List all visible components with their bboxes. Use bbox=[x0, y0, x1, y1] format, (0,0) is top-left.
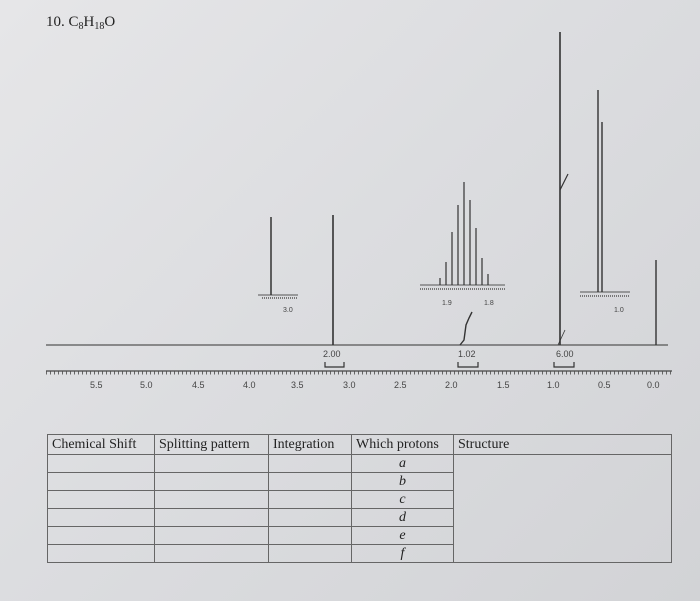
inset-label-3-0: 3.0 bbox=[283, 307, 293, 314]
table-row: d bbox=[47, 508, 672, 527]
cell-splitting-pattern[interactable] bbox=[154, 526, 269, 545]
cell-splitting-pattern[interactable] bbox=[154, 508, 269, 527]
cell-chemical-shift[interactable] bbox=[47, 454, 155, 473]
inset-3-3ppm: 3.0 bbox=[258, 217, 298, 314]
tick-3-0: 3.0 bbox=[343, 380, 356, 390]
tick-2-0: 2.0 bbox=[445, 380, 458, 390]
inset-label-1-0: 1.0 bbox=[614, 307, 624, 314]
analysis-table: Chemical Shift Splitting pattern Integra… bbox=[47, 434, 672, 563]
integration-value-1-02: 1.02 bbox=[458, 349, 476, 359]
cell-integration[interactable] bbox=[268, 508, 352, 527]
cell-chemical-shift[interactable] bbox=[47, 544, 155, 563]
cell-splitting-pattern[interactable] bbox=[154, 490, 269, 509]
tick-4-0: 4.0 bbox=[243, 380, 256, 390]
integration-value-2-00: 2.00 bbox=[323, 349, 341, 359]
cell-integration[interactable] bbox=[268, 490, 352, 509]
axis-ticks: 5.5 5.0 4.5 4.0 3.5 3.0 2.5 2.0 1.5 1.0 … bbox=[90, 380, 660, 390]
integration-value-6-00: 6.00 bbox=[556, 349, 574, 359]
cell-proton-label: f bbox=[351, 544, 454, 563]
tick-1-5: 1.5 bbox=[497, 380, 510, 390]
cell-proton-label: e bbox=[351, 526, 454, 545]
tick-2-5: 2.5 bbox=[394, 380, 407, 390]
cell-chemical-shift[interactable] bbox=[47, 526, 155, 545]
cell-integration[interactable] bbox=[268, 472, 352, 491]
nmr-spectrum: 3.0 1.9 1.8 1.0 2.00 1.02 6.00 bbox=[46, 32, 672, 390]
integration-step-6 bbox=[557, 329, 566, 346]
inset-label-1-9: 1.9 bbox=[442, 300, 452, 307]
tick-0-5: 0.5 bbox=[598, 380, 611, 390]
header-chemical-shift: Chemical Shift bbox=[47, 434, 155, 455]
header-structure: Structure bbox=[453, 434, 672, 455]
tick-4-5: 4.5 bbox=[192, 380, 205, 390]
inset-0-9ppm: 1.0 bbox=[580, 90, 630, 314]
cell-integration[interactable] bbox=[268, 544, 352, 563]
cell-proton-label: c bbox=[351, 490, 454, 509]
table-header-row: Chemical Shift Splitting pattern Integra… bbox=[47, 434, 672, 455]
header-which-protons: Which protons bbox=[351, 434, 454, 455]
cell-proton-label: b bbox=[351, 472, 454, 491]
cell-splitting-pattern[interactable] bbox=[154, 544, 269, 563]
cell-proton-label: a bbox=[351, 454, 454, 473]
cell-splitting-pattern[interactable] bbox=[154, 454, 269, 473]
cell-proton-label: d bbox=[351, 508, 454, 527]
integration-bracket-6-00 bbox=[553, 362, 575, 368]
tick-5-5: 5.5 bbox=[90, 380, 103, 390]
cell-structure[interactable] bbox=[453, 454, 672, 563]
cell-chemical-shift[interactable] bbox=[47, 490, 155, 509]
problem-title: 10. C8H18O bbox=[46, 14, 115, 32]
tick-3-5: 3.5 bbox=[291, 380, 304, 390]
table-row: f bbox=[47, 544, 672, 563]
peak-1-0ppm-shoulder bbox=[559, 173, 569, 191]
tick-1-0: 1.0 bbox=[547, 380, 560, 390]
cell-integration[interactable] bbox=[268, 526, 352, 545]
header-splitting-pattern: Splitting pattern bbox=[154, 434, 269, 455]
tick-5-0: 5.0 bbox=[140, 380, 153, 390]
table-row: c bbox=[47, 490, 672, 509]
cell-chemical-shift[interactable] bbox=[47, 508, 155, 527]
inset-label-1-8: 1.8 bbox=[484, 300, 494, 307]
table-row: a bbox=[47, 454, 672, 563]
peak-1-85ppm bbox=[459, 311, 473, 346]
cell-integration[interactable] bbox=[268, 454, 352, 473]
cell-splitting-pattern[interactable] bbox=[154, 472, 269, 491]
integration-bracket-2-00 bbox=[324, 362, 345, 368]
tick-0-0: 0.0 bbox=[647, 380, 660, 390]
molecular-formula: C8H18O bbox=[68, 14, 116, 32]
table-row: e bbox=[47, 526, 672, 545]
cell-chemical-shift[interactable] bbox=[47, 472, 155, 491]
problem-number: 10. bbox=[46, 14, 65, 30]
integration-bracket-1-02 bbox=[457, 362, 479, 368]
inset-multiplet: 1.9 1.8 bbox=[420, 182, 505, 307]
header-integration: Integration bbox=[268, 434, 352, 455]
